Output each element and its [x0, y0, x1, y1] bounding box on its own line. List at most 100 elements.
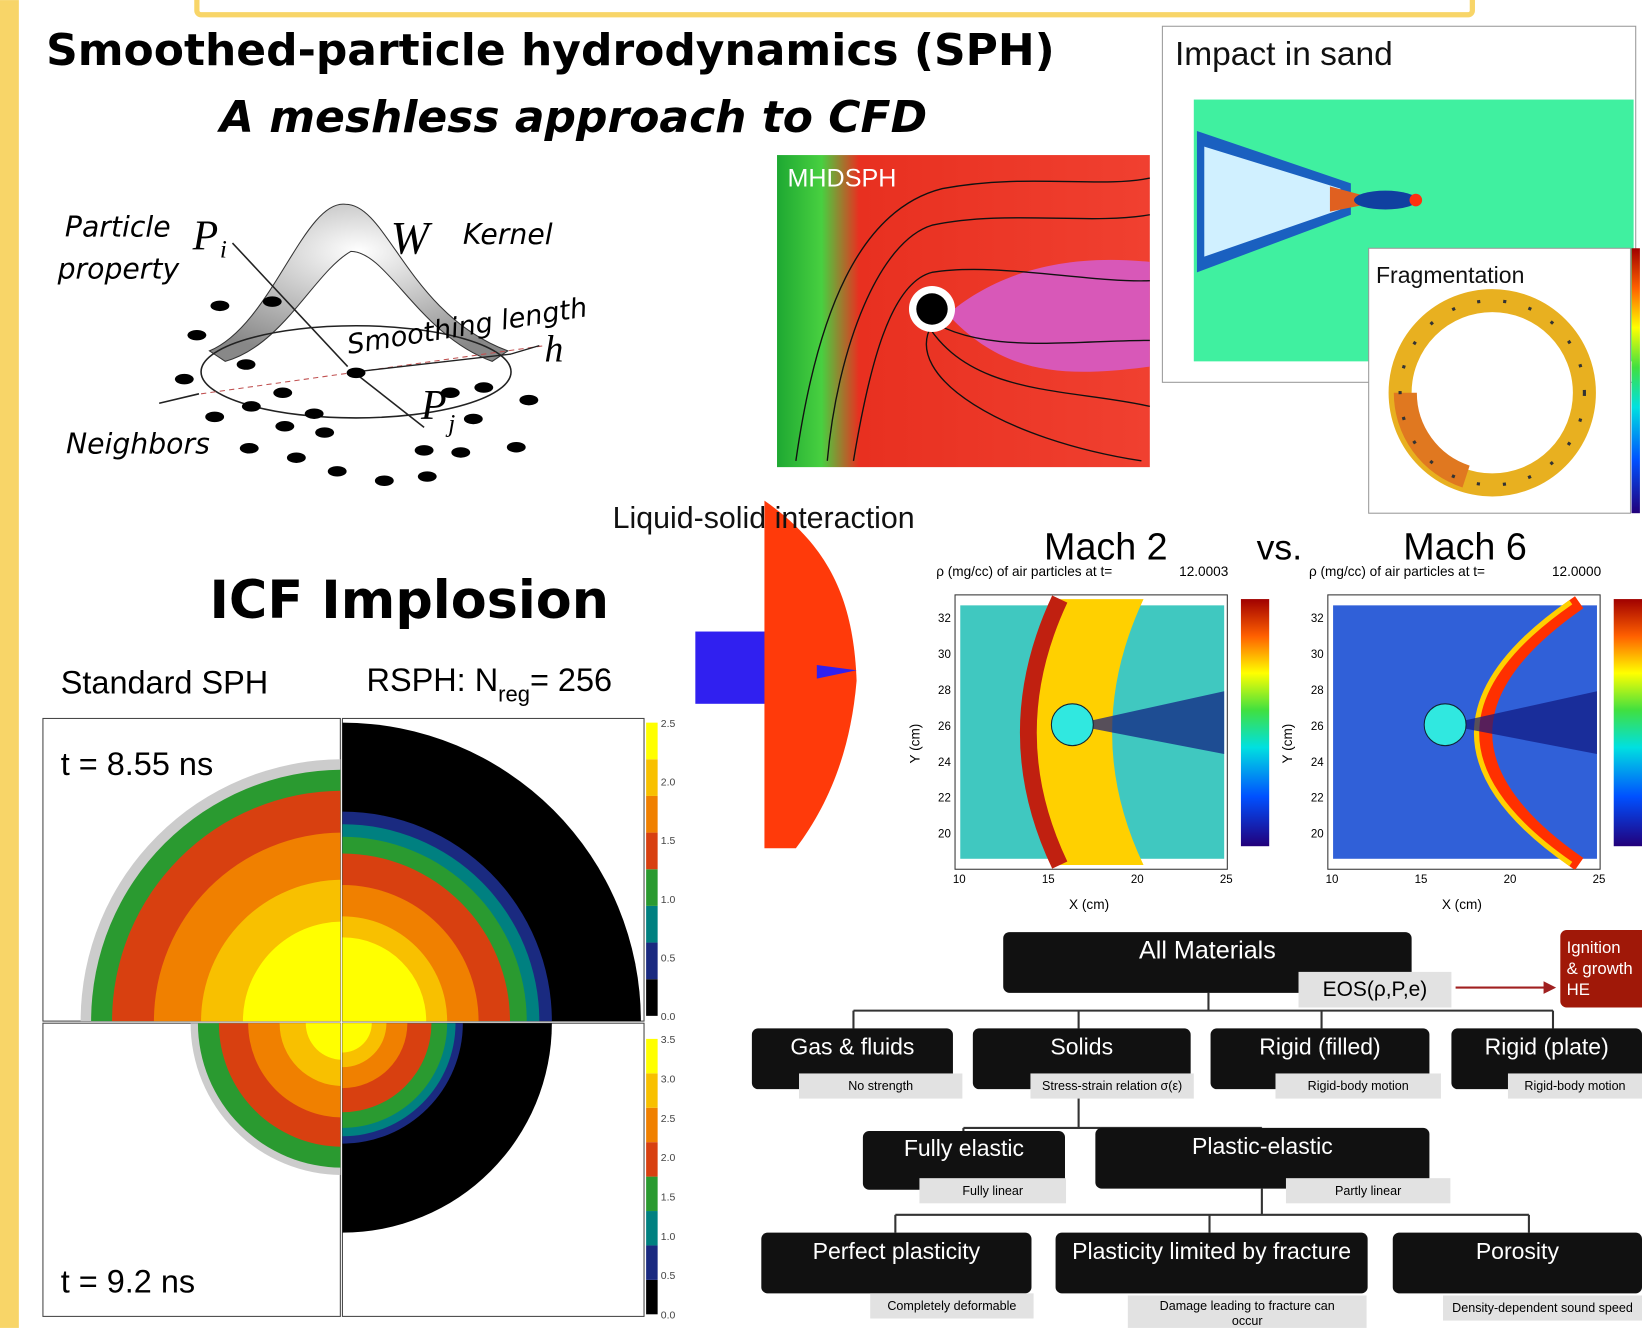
- particle: [205, 412, 224, 422]
- flow: [1333, 602, 1597, 864]
- y-tick-label: 20: [1311, 829, 1324, 841]
- node-label: Perfect plasticity: [813, 1238, 981, 1264]
- note-label: Fully linear: [962, 1184, 1023, 1198]
- mach-label: Mach 6: [1403, 525, 1527, 567]
- colorbar-cell: [646, 1108, 658, 1142]
- colorbar-label: 2.0: [661, 777, 676, 788]
- colorbar-label: 1.0: [661, 1232, 676, 1243]
- node-label: Gas & fluids: [790, 1034, 914, 1060]
- y-tick-label: 24: [938, 757, 951, 769]
- note-label: occur: [1232, 1314, 1263, 1328]
- symbol: i: [220, 237, 227, 264]
- projectile: [1354, 191, 1417, 210]
- particle: [507, 442, 526, 452]
- particle: [210, 301, 229, 311]
- colorbar-label: 3.5: [661, 1035, 676, 1046]
- label: Neighbors: [66, 428, 210, 461]
- particle: [240, 443, 259, 453]
- title: Smoothed-particle hydrodynamics (SPH): [46, 25, 1055, 76]
- x-tick-label: 10: [953, 874, 966, 886]
- node-label: Solids: [1050, 1034, 1113, 1060]
- plot-title: ρ (mg/cc) of air particles at t=: [936, 564, 1112, 579]
- note-label: Completely deformable: [887, 1299, 1016, 1313]
- particle: [287, 452, 306, 462]
- rsph-sub: reg: [498, 682, 530, 707]
- cylinder: [1424, 704, 1466, 746]
- image-label: Impact in sand: [1175, 36, 1393, 73]
- colorbar-cell: [646, 1039, 658, 1073]
- colorbar-label: 1.0: [661, 895, 676, 906]
- y-tick-label: 32: [1311, 613, 1324, 625]
- node-label: Plasticity limited by fracture: [1072, 1238, 1351, 1264]
- image-label: Liquid-solid interaction: [613, 502, 915, 535]
- colorbar-cell: [646, 1177, 658, 1211]
- axis-label: Y (cm): [907, 724, 922, 764]
- body: [916, 293, 947, 324]
- y-tick-label: 26: [938, 721, 951, 733]
- particle: [187, 330, 206, 340]
- note-label: Stress-strain relation σ(ε): [1042, 1079, 1182, 1093]
- plot-title: ρ (mg/cc) of air particles at t=: [1309, 564, 1485, 579]
- particle: [415, 445, 434, 455]
- mach-plot: ρ (mg/cc) of air particles at t=12.0003Y…: [907, 564, 1269, 912]
- y-tick-label: 30: [1311, 649, 1324, 661]
- arrow-pj: [356, 374, 424, 427]
- colorbar: [1632, 248, 1640, 513]
- ignition-label: HE: [1567, 980, 1590, 999]
- axis-label: X (cm): [1442, 897, 1482, 912]
- colorbar-label: 0.5: [661, 953, 676, 964]
- image-label: Fragmentation: [1376, 262, 1524, 288]
- label: property: [57, 253, 181, 286]
- body: Smoothed-particle hydrodynamics (SPH) A …: [0, 0, 1642, 1328]
- x-tick-label: 25: [1220, 874, 1233, 886]
- time-label: t = 9.2 ns: [61, 1263, 195, 1299]
- note-label: Partly linear: [1335, 1184, 1401, 1198]
- mach-label: Mach 2: [1044, 525, 1168, 567]
- colorbar-cell: [646, 1142, 658, 1176]
- image-label: MHDSPH: [787, 164, 896, 192]
- colorbar-cell: [646, 943, 658, 980]
- page: SPH overview { "header": {"title": "Smoo…: [0, 0, 1642, 1328]
- colorbar-cell: [646, 1211, 658, 1245]
- colorbar-cell: [646, 759, 658, 796]
- panel-label: Standard SPH: [61, 664, 268, 700]
- liquid-solid-image: Liquid-solid interaction: [613, 501, 915, 849]
- colorbar-label: 2.5: [661, 1114, 676, 1125]
- ignition-label: Ignition: [1567, 938, 1621, 957]
- node-label: Rigid (plate): [1485, 1034, 1609, 1060]
- colorbar: [1614, 599, 1642, 846]
- y-tick-label: 30: [938, 649, 951, 661]
- colorbar-cell: [646, 723, 658, 760]
- node-label: Rigid (filled): [1259, 1034, 1381, 1060]
- axis-label: X (cm): [1069, 897, 1109, 912]
- y-tick-label: 20: [938, 829, 951, 841]
- symbol: P: [192, 213, 219, 259]
- subtitle: A meshless approach to CFD: [217, 92, 927, 143]
- node-label: Plastic-elastic: [1192, 1133, 1333, 1159]
- note-label: Rigid-body motion: [1524, 1079, 1625, 1093]
- x-tick-label: 20: [1131, 874, 1144, 886]
- cylinder: [1051, 704, 1093, 746]
- colorbar-cell: [646, 796, 658, 833]
- arrow-neighbors: [159, 394, 199, 403]
- particle: [175, 374, 194, 384]
- label: Particle: [65, 211, 171, 244]
- colorbar-label: 0.0: [661, 1310, 676, 1321]
- rsph: RSPH: N: [367, 662, 499, 698]
- colorbar-cell: [646, 869, 658, 906]
- node-label: Fully elastic: [904, 1135, 1024, 1161]
- eos-label: EOS(ρ,P,e): [1323, 978, 1428, 1001]
- x-tick-label: 20: [1504, 874, 1517, 886]
- particle: [275, 421, 294, 431]
- symbol: h: [545, 328, 564, 370]
- icf-panels: 2.52.01.51.00.50.03.53.02.52.01.51.00.50…: [43, 718, 676, 1321]
- mach-plots: ρ (mg/cc) of air particles at t=12.0003Y…: [907, 564, 1642, 912]
- h-line: [511, 346, 539, 354]
- note-label: Damage leading to fracture can: [1160, 1299, 1335, 1313]
- time-label: t = 8.55 ns: [61, 746, 213, 782]
- kernel-diagram: Particle property P i W Kernel Smoothing…: [57, 204, 590, 486]
- particle: [237, 359, 256, 369]
- mach-label: vs.: [1257, 527, 1302, 567]
- panel-label: RSPH: Nreg= 256: [367, 662, 613, 706]
